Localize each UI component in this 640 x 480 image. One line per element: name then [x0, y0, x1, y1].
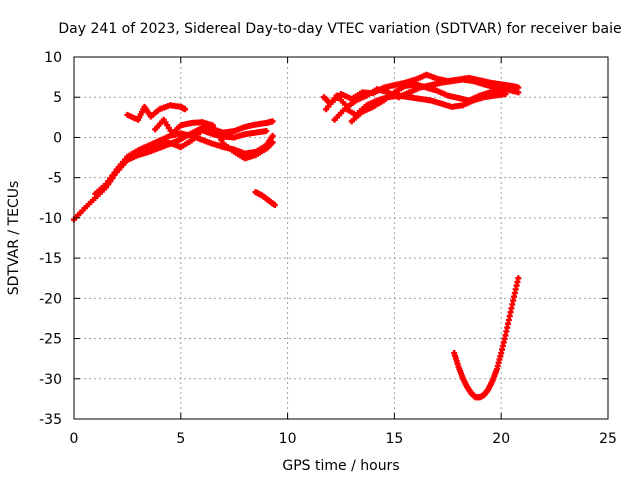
y-tick-label: -35	[39, 412, 62, 428]
y-axis-title: SDTVAR / TECUs	[6, 181, 22, 296]
x-axis-title: GPS time / hours	[282, 458, 399, 474]
y-tick-label: -15	[39, 251, 62, 267]
data-point	[498, 90, 505, 97]
y-tick-label: -10	[39, 211, 62, 227]
data-point	[269, 118, 276, 125]
axis-ticks: 0 5 10 15 20 25 10 5 0 -5 -10 -15 -20 -25 -30 -35	[39, 50, 617, 447]
y-tick-label: -20	[39, 291, 62, 307]
x-tick-label: 10	[279, 431, 297, 447]
data-point	[263, 128, 270, 135]
y-tick-label: 10	[44, 50, 62, 66]
x-tick-label: 5	[176, 431, 185, 447]
y-tick-label: 0	[53, 130, 62, 146]
x-tick-label: 15	[385, 431, 403, 447]
data-point	[182, 106, 189, 113]
y-tick-label: -5	[48, 171, 62, 187]
series-arc-morning-upper	[124, 102, 189, 123]
y-tick-label: -30	[39, 372, 62, 388]
series-arc-evening-dip	[451, 275, 522, 401]
x-tick-label: 0	[70, 431, 79, 447]
series-arc-morning-low	[145, 127, 270, 153]
data-point	[515, 89, 522, 96]
x-tick-label: 25	[599, 431, 617, 447]
data-point	[209, 122, 216, 129]
series-arc-midday-a	[320, 71, 522, 107]
data-series	[71, 71, 522, 401]
data-point	[269, 132, 276, 139]
data-point-interp	[211, 126, 218, 133]
y-tick-label: -25	[39, 332, 62, 348]
x-tick-label: 20	[492, 431, 510, 447]
data-point	[271, 202, 278, 209]
y-tick-label: 5	[53, 90, 62, 106]
data-point	[269, 139, 276, 146]
plot-frame	[73, 56, 609, 420]
data-point	[515, 275, 522, 282]
chart-title: Day 241 of 2023, Sidereal Day-to-day VTE…	[58, 21, 621, 37]
series-arc-short-dip	[252, 189, 278, 209]
series-arc-midday-d	[348, 81, 505, 125]
series-arc-morning-loop	[152, 116, 276, 162]
